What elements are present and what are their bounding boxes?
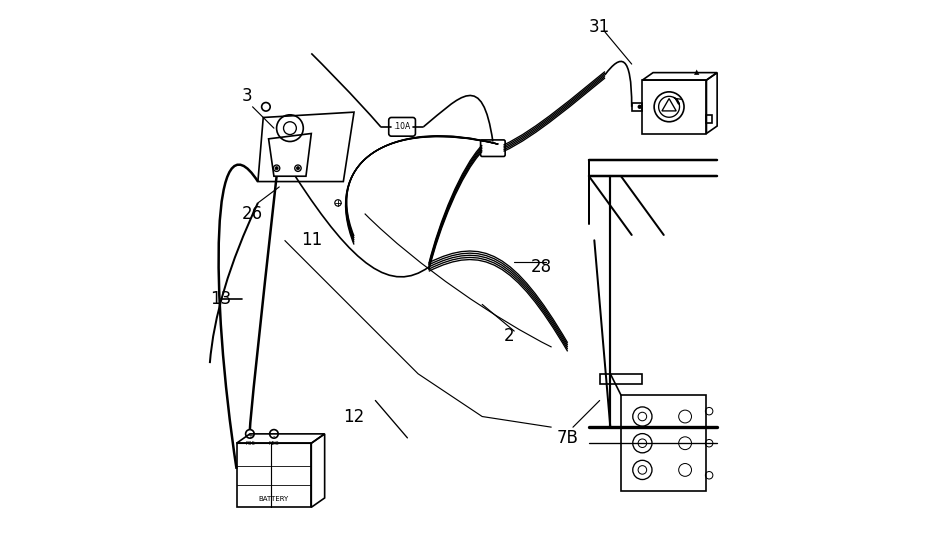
Text: 7B: 7B xyxy=(556,429,579,447)
Text: 2: 2 xyxy=(504,327,514,345)
Text: POS: POS xyxy=(245,442,255,446)
Circle shape xyxy=(637,105,642,109)
Text: -: - xyxy=(273,433,275,439)
Bar xyxy=(632,103,642,111)
Text: 11: 11 xyxy=(301,231,322,249)
Text: .10A: .10A xyxy=(393,122,411,131)
Text: BATTERY: BATTERY xyxy=(258,496,290,502)
Text: 31: 31 xyxy=(589,18,610,36)
Text: 12: 12 xyxy=(343,407,365,426)
Text: NEG: NEG xyxy=(269,442,279,446)
Bar xyxy=(706,115,712,123)
Text: ▲: ▲ xyxy=(694,69,700,75)
Text: 26: 26 xyxy=(242,205,263,223)
Circle shape xyxy=(275,167,278,170)
Text: 3: 3 xyxy=(242,87,253,105)
Text: 28: 28 xyxy=(530,258,552,276)
Text: +: + xyxy=(247,433,253,439)
Text: 13: 13 xyxy=(210,290,231,308)
Circle shape xyxy=(296,167,300,170)
